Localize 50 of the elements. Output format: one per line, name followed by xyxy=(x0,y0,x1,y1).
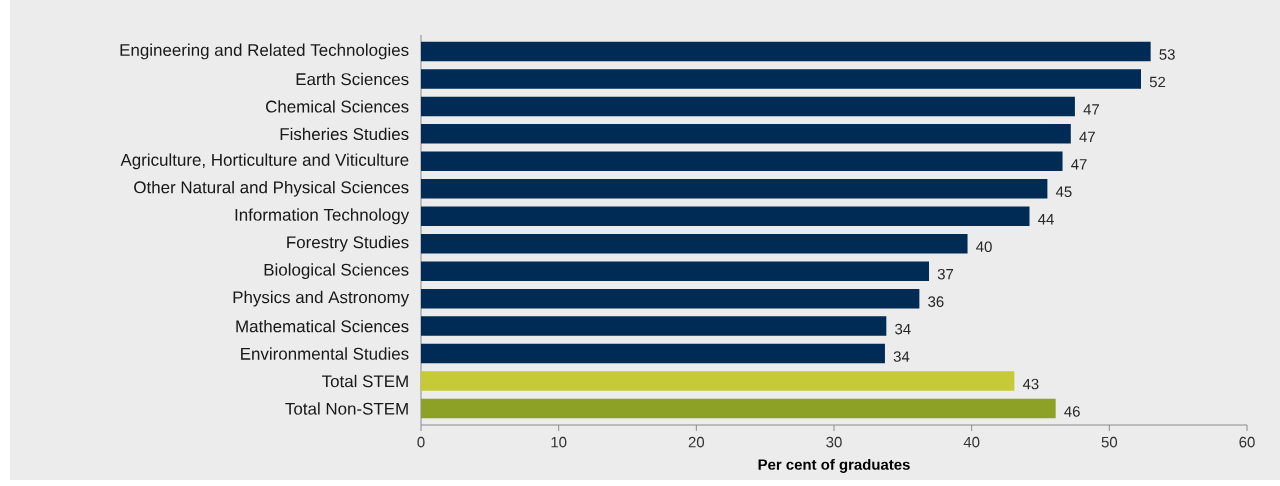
x-tick-label: 50 xyxy=(1101,436,1118,448)
bar xyxy=(421,316,887,336)
bar xyxy=(421,288,920,309)
data-label: 45 xyxy=(1055,186,1072,197)
x-tick-label: 30 xyxy=(826,436,842,448)
bar xyxy=(421,69,1141,89)
y-tick-label: Engineering and Related Technologies xyxy=(120,43,409,60)
bar xyxy=(421,41,1151,62)
x-tick-label: 10 xyxy=(551,436,567,448)
y-tick-label: Mathematical Sciences xyxy=(236,319,409,333)
bar xyxy=(421,179,1048,199)
y-tick-label: Physics and Astronomy xyxy=(233,290,410,307)
data-label: 34 xyxy=(895,323,911,335)
y-tick-label: Forestry Studies xyxy=(287,235,409,252)
bar xyxy=(421,261,929,281)
y-tick-label: Fisheries Studies xyxy=(280,127,409,141)
bar xyxy=(421,398,1056,419)
x-tick-label: 20 xyxy=(688,436,705,448)
data-label: 53 xyxy=(1159,49,1175,60)
x-tick-label: 60 xyxy=(1239,436,1255,448)
data-label: 47 xyxy=(1079,131,1095,142)
data-label: 46 xyxy=(1064,406,1080,417)
bar xyxy=(421,151,1063,172)
data-label: 47 xyxy=(1083,104,1099,115)
bar xyxy=(421,206,1030,227)
y-tick-label: Other Natural and Physical Sciences xyxy=(134,180,409,197)
data-label: 44 xyxy=(1038,214,1054,225)
data-label: 37 xyxy=(937,268,954,280)
x-tick-label: 0 xyxy=(417,436,425,448)
bar xyxy=(421,371,1015,391)
y-tick-label: Information Technology xyxy=(235,208,410,225)
y-tick-label: Total STEM xyxy=(322,374,408,388)
bar xyxy=(421,96,1075,117)
y-tick-label: Biological Sciences xyxy=(264,263,409,280)
data-label: 34 xyxy=(893,351,910,362)
x-axis-title: Per cent of graduates xyxy=(758,458,910,473)
y-tick-label: Total Non-STEM xyxy=(285,402,408,415)
x-tick-label: 40 xyxy=(963,436,980,448)
data-label: 47 xyxy=(1071,159,1087,170)
y-tick-label: Environmental Studies xyxy=(241,347,409,360)
y-tick-label: Chemical Sciences xyxy=(266,100,409,113)
y-tick-label: Earth Sciences xyxy=(296,72,409,86)
data-label: 52 xyxy=(1149,76,1166,88)
data-label: 36 xyxy=(928,296,944,307)
data-label: 40 xyxy=(976,241,992,253)
bar xyxy=(421,124,1071,144)
bar xyxy=(421,233,968,254)
data-label: 43 xyxy=(1022,378,1039,390)
bar xyxy=(421,343,885,364)
y-tick-label: Agriculture, Horticulture and Viticulture xyxy=(120,153,409,170)
